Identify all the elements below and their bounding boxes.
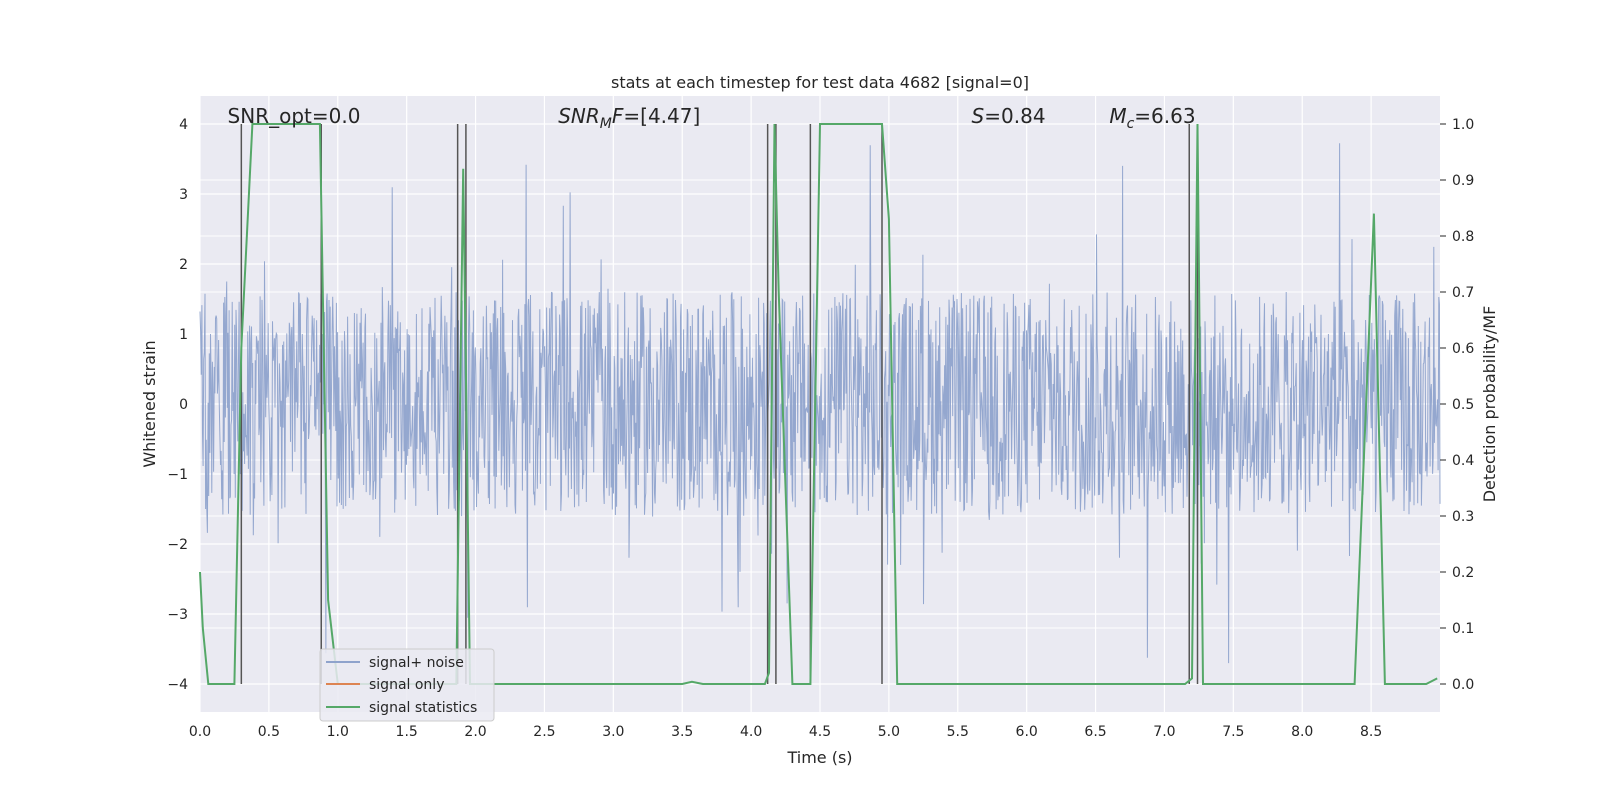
x-tick-label: 3.5 <box>671 724 693 740</box>
x-tick-label: 2.0 <box>464 724 486 740</box>
x-tick-label: 1.5 <box>396 724 418 740</box>
y-tick-label: −1 <box>167 467 188 483</box>
x-tick-label: 5.0 <box>878 724 900 740</box>
y2-tick-label: 0.9 <box>1452 173 1474 189</box>
legend-label-signal-only: signal only <box>369 677 444 693</box>
y-axis-label: Whitened strain <box>140 340 159 467</box>
annotation-text: S=0.84 <box>972 104 1046 128</box>
y-tick-label: 3 <box>179 187 188 203</box>
legend-box <box>319 648 495 722</box>
annotation-text: SNRMF=[4.47] <box>558 104 700 132</box>
signal-noise-line <box>199 143 1441 664</box>
annotations: SNR_opt=0.0 SNRMF=[4.47] S=0.84 Mc=6.63 <box>228 104 1196 132</box>
y2-tick-label: 0.3 <box>1452 509 1474 525</box>
y-tick-label: −2 <box>167 537 188 553</box>
signal-noise-series <box>199 143 1441 664</box>
x-tick-label: 7.5 <box>1222 724 1244 740</box>
signal-statistics-line <box>199 123 1438 685</box>
y2-tick-label: 0.4 <box>1452 453 1474 469</box>
y2-tick-label: 0.5 <box>1452 397 1474 413</box>
y2-tick-label: 0.6 <box>1452 341 1474 357</box>
chart-title: stats at each timestep for test data 468… <box>611 73 1029 92</box>
y-axis-ticks: −4 −3 −2 −1 0 1 2 3 4 <box>167 117 188 693</box>
x-tick-label: 8.0 <box>1291 724 1313 740</box>
x-tick-label: 3.0 <box>602 724 624 740</box>
y2-tick-label: 0.1 <box>1452 621 1474 637</box>
y2-tick-label: 0.8 <box>1452 229 1474 245</box>
y-tick-label: 4 <box>179 117 188 133</box>
annotation-text: Mc=6.63 <box>1109 104 1195 132</box>
x-tick-label: 5.5 <box>947 724 969 740</box>
y-tick-label: 0 <box>179 397 188 413</box>
y-tick-label: 2 <box>179 257 188 273</box>
legend-label-signal-statistics: signal statistics <box>369 700 477 716</box>
signal-statistics-series <box>199 123 1438 685</box>
x-tick-label: 6.5 <box>1084 724 1106 740</box>
x-tick-label: 4.5 <box>809 724 831 740</box>
y-tick-label: 1 <box>179 327 188 343</box>
legend-label-signal-noise: signal+ noise <box>369 655 464 671</box>
y-tick-label: −4 <box>167 677 188 693</box>
y2-tick-label: 0.2 <box>1452 565 1474 581</box>
y2-axis-label: Detection probability/MF <box>1480 306 1499 503</box>
y2-axis-ticks: 0.0 0.1 0.2 0.3 0.4 0.5 0.6 0.7 0.8 0.9 1.0 <box>1440 117 1474 693</box>
x-tick-label: 4.0 <box>740 724 762 740</box>
x-tick-label: 6.0 <box>1016 724 1038 740</box>
y2-tick-label: 1.0 <box>1452 117 1474 133</box>
x-tick-label: 8.5 <box>1360 724 1382 740</box>
x-tick-label: 0.0 <box>189 724 211 740</box>
annotation-text: SNR_opt=0.0 <box>228 104 361 128</box>
y-tick-label: −3 <box>167 607 188 623</box>
x-tick-label: 7.0 <box>1153 724 1175 740</box>
x-axis-label: Time (s) <box>786 748 852 767</box>
x-tick-label: 0.5 <box>258 724 280 740</box>
y2-tick-label: 0.7 <box>1452 285 1474 301</box>
x-tick-label: 1.0 <box>327 724 349 740</box>
legend: signal+ noise signal only signal statist… <box>319 648 495 722</box>
y2-tick-label: 0.0 <box>1452 677 1474 693</box>
x-axis-ticks: 0.0 0.5 1.0 1.5 2.0 2.5 3.0 3.5 4.0 4.5 5.0 5.5 6.0 6… <box>189 724 1382 740</box>
x-tick-label: 2.5 <box>533 724 555 740</box>
